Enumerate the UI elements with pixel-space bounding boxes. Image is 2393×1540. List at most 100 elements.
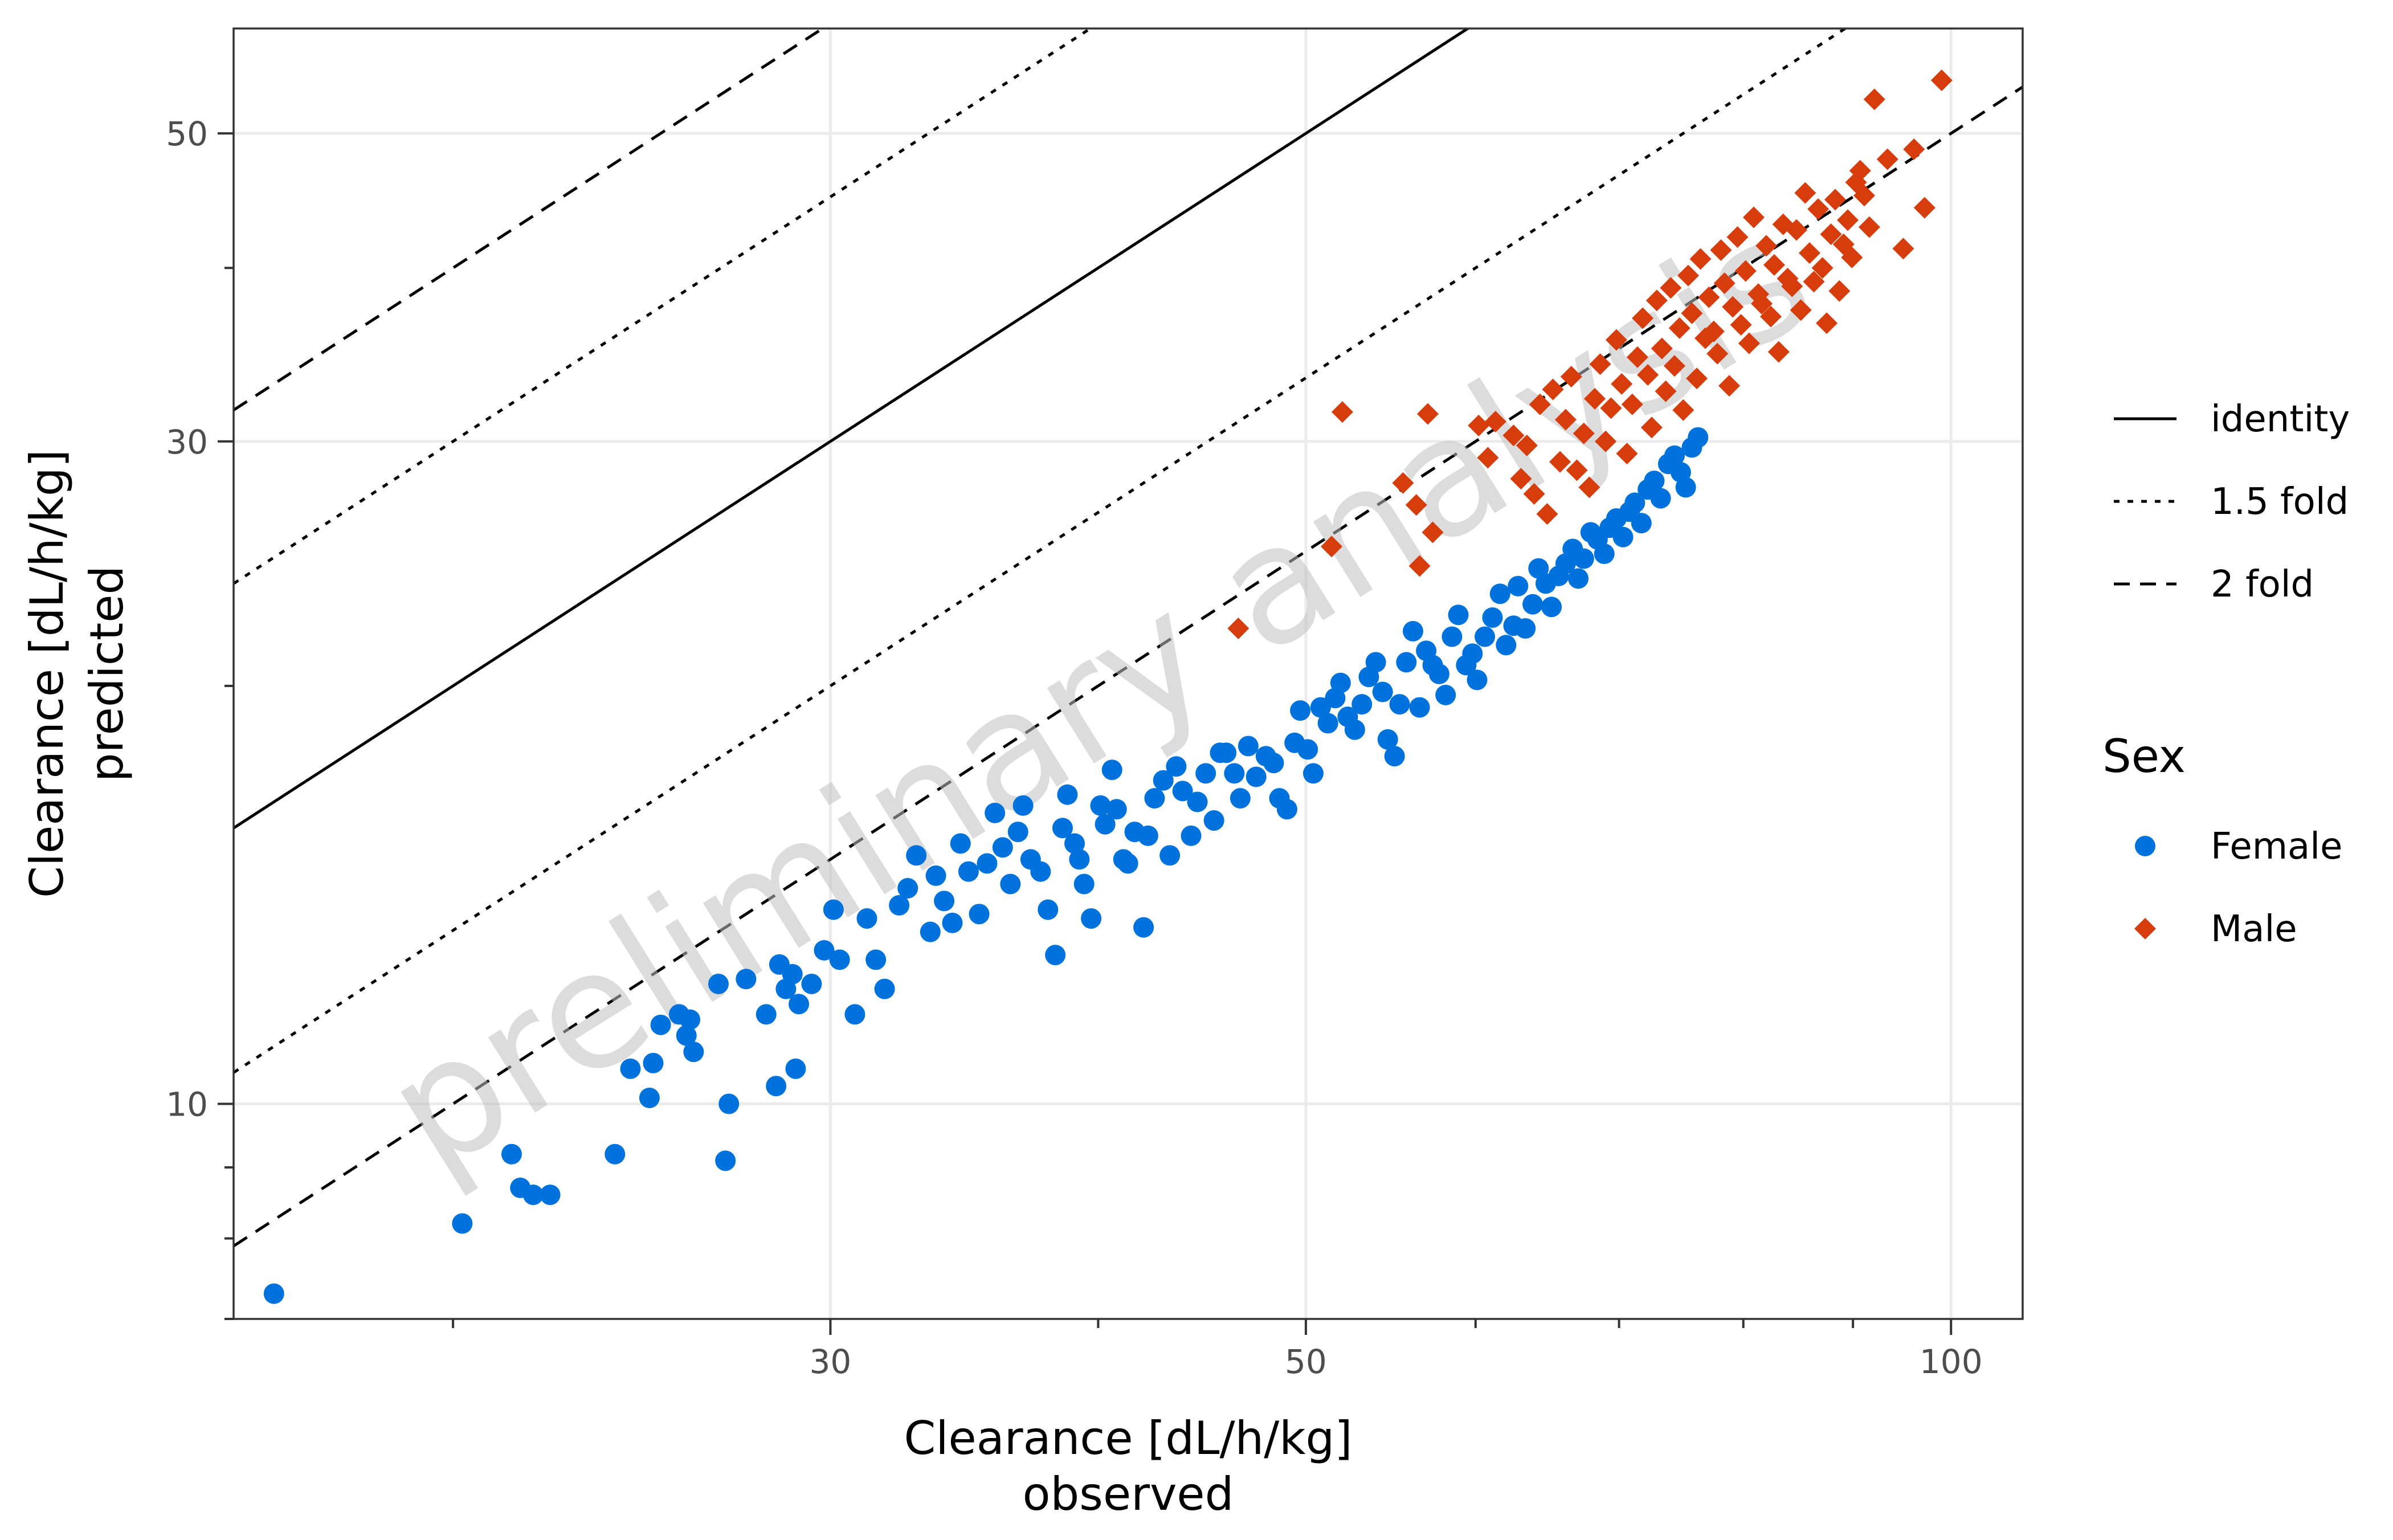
female-point-140 bbox=[1624, 492, 1645, 513]
male-point-82 bbox=[1841, 246, 1863, 268]
male-point-75 bbox=[1811, 257, 1833, 279]
female-point-100 bbox=[1365, 652, 1386, 673]
female-point-0 bbox=[263, 1283, 284, 1304]
female-point-4 bbox=[522, 1184, 544, 1206]
female-point-70 bbox=[1153, 770, 1174, 791]
male-point-31 bbox=[1621, 393, 1643, 415]
female-point-112 bbox=[1441, 626, 1463, 647]
male-point-72 bbox=[1798, 242, 1820, 264]
female-point-98 bbox=[1351, 694, 1373, 715]
male-point-86 bbox=[1858, 216, 1880, 238]
male-point-57 bbox=[1734, 260, 1757, 282]
female-point-44 bbox=[977, 853, 998, 874]
female-point-1 bbox=[452, 1213, 473, 1234]
male-point-2 bbox=[1332, 401, 1354, 423]
male-point-43 bbox=[1677, 264, 1700, 287]
male-point-3 bbox=[1392, 472, 1414, 494]
male-point-54 bbox=[1722, 296, 1744, 318]
female-point-10 bbox=[650, 1014, 671, 1035]
female-point-62 bbox=[1101, 759, 1122, 781]
legend-label-1-5-fold: 1.5 fold bbox=[2211, 481, 2349, 523]
female-point-113 bbox=[1448, 604, 1469, 626]
legend-title: Sex bbox=[2102, 730, 2186, 783]
male-point-58 bbox=[1738, 332, 1760, 354]
female-point-2 bbox=[501, 1143, 522, 1165]
male-point-16 bbox=[1536, 503, 1558, 525]
male-point-6 bbox=[1416, 403, 1439, 425]
female-point-68 bbox=[1137, 825, 1158, 846]
female-point-18 bbox=[736, 969, 757, 990]
panel-border bbox=[232, 27, 2024, 1320]
female-point-6 bbox=[605, 1143, 626, 1165]
male-point-55 bbox=[1726, 226, 1749, 248]
female-point-46 bbox=[992, 837, 1013, 858]
male-point-62 bbox=[1755, 235, 1778, 257]
legend-label-identity: identity bbox=[2211, 398, 2350, 440]
legend-key-male bbox=[2134, 918, 2156, 939]
female-point-71 bbox=[1159, 845, 1181, 866]
female-point-65 bbox=[1117, 853, 1138, 874]
female-point-49 bbox=[1012, 795, 1034, 816]
male-point-17 bbox=[1542, 378, 1564, 401]
female-point-53 bbox=[1045, 945, 1066, 966]
y-axis-title-line-2: predicted bbox=[80, 566, 133, 782]
male-point-5 bbox=[1405, 494, 1427, 516]
male-point-9 bbox=[1477, 447, 1499, 469]
female-point-22 bbox=[782, 963, 803, 985]
y-tick-label-30: 30 bbox=[166, 423, 208, 461]
female-point-34 bbox=[889, 894, 910, 916]
female-point-123 bbox=[1515, 618, 1536, 639]
male-point-39 bbox=[1660, 277, 1682, 299]
female-point-144 bbox=[1650, 488, 1671, 509]
female-point-138 bbox=[1612, 526, 1634, 548]
female-point-122 bbox=[1508, 575, 1529, 597]
female-point-39 bbox=[934, 890, 955, 912]
male-point-26 bbox=[1595, 430, 1617, 452]
male-point-13 bbox=[1516, 434, 1538, 456]
y-axis-title-line-1: Clearance [dL/h/kg] bbox=[21, 450, 73, 898]
y-tick-label-50: 50 bbox=[166, 115, 208, 153]
female-point-97 bbox=[1344, 719, 1365, 740]
female-point-41 bbox=[950, 833, 971, 854]
male-point-42 bbox=[1672, 399, 1694, 421]
male-point-19 bbox=[1554, 409, 1577, 431]
male-point-59 bbox=[1743, 206, 1765, 228]
legend-label-male: Male bbox=[2211, 908, 2297, 950]
y-tick-label-10: 10 bbox=[166, 1085, 208, 1124]
female-point-102 bbox=[1377, 729, 1398, 750]
female-point-45 bbox=[985, 802, 1006, 823]
female-point-48 bbox=[1007, 822, 1028, 843]
male-point-22 bbox=[1573, 422, 1595, 444]
female-point-95 bbox=[1330, 672, 1351, 693]
male-point-14 bbox=[1523, 483, 1545, 505]
female-point-61 bbox=[1095, 814, 1116, 835]
female-point-51 bbox=[1030, 861, 1051, 882]
female-point-118 bbox=[1482, 607, 1503, 628]
male-point-33 bbox=[1632, 307, 1654, 329]
female-point-23 bbox=[766, 1076, 787, 1097]
reference-line-identity bbox=[234, 28, 1471, 830]
female-point-37 bbox=[920, 921, 941, 942]
female-point-8 bbox=[639, 1087, 660, 1108]
female-point-27 bbox=[814, 939, 835, 961]
female-point-81 bbox=[1230, 788, 1251, 809]
legend: identity 1.5 fold 2 fold Sex Female Male bbox=[2102, 398, 2350, 950]
male-point-29 bbox=[1611, 373, 1633, 395]
female-point-16 bbox=[718, 1093, 740, 1114]
male-point-51 bbox=[1710, 239, 1732, 261]
x-tick-label-100: 100 bbox=[1920, 1342, 1983, 1381]
male-point-53 bbox=[1718, 375, 1741, 397]
female-point-56 bbox=[1064, 833, 1085, 854]
female-point-116 bbox=[1467, 669, 1488, 691]
female-point-30 bbox=[844, 1004, 865, 1025]
male-point-7 bbox=[1422, 521, 1444, 544]
female-point-76 bbox=[1195, 763, 1216, 784]
x-tick-label-30: 30 bbox=[810, 1342, 852, 1381]
female-point-24 bbox=[785, 1058, 806, 1079]
male-point-56 bbox=[1730, 314, 1752, 336]
female-point-77 bbox=[1203, 810, 1224, 831]
x-axis-title-line-2: observed bbox=[1023, 1468, 1234, 1521]
male-point-34 bbox=[1637, 363, 1659, 386]
male-point-76 bbox=[1816, 312, 1838, 334]
male-point-50 bbox=[1706, 342, 1729, 365]
